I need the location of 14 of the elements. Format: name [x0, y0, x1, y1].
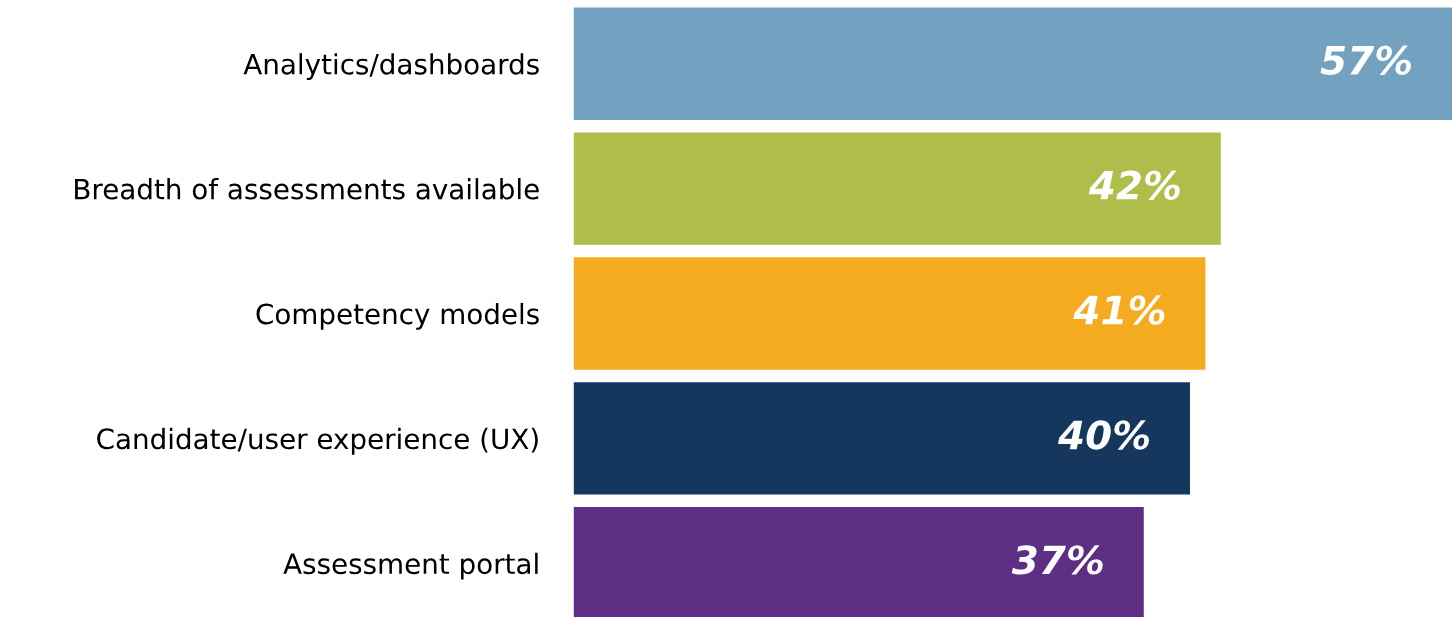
- bar: [573, 132, 1221, 245]
- y-tick-label: Candidate/user experience (UX): [97, 427, 538, 455]
- y-tick-label: Analytics/dashboards: [243, 53, 539, 81]
- bar: [573, 7, 1452, 120]
- y-tick-label: Assessment portal: [283, 552, 538, 580]
- data-label: 37%: [1011, 545, 1103, 575]
- data-label: 41%: [1073, 295, 1165, 325]
- data-label: 40%: [1058, 420, 1149, 450]
- bar: [573, 382, 1190, 495]
- data-label: 57%: [1320, 45, 1411, 75]
- y-tick-label: Breadth of assessments available: [75, 178, 539, 200]
- bar: [573, 257, 1206, 370]
- y-tick-label: Competency models: [256, 302, 539, 330]
- data-label: 42%: [1088, 170, 1180, 200]
